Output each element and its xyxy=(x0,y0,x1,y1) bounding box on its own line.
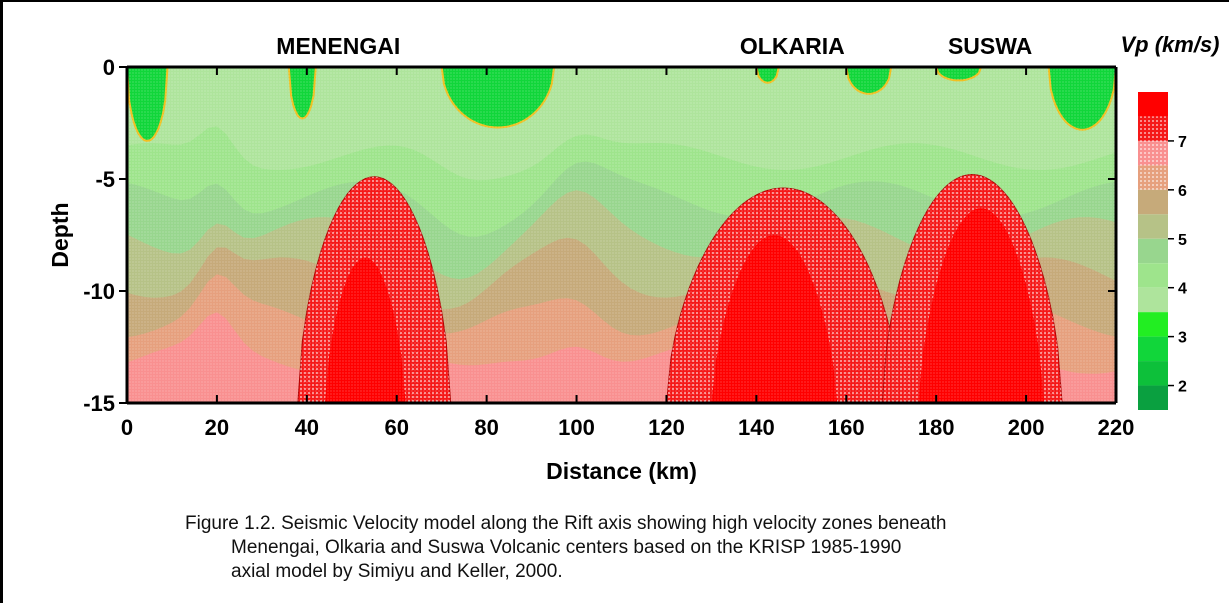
x-tick-label: 180 xyxy=(918,415,955,440)
y-tick-label: 0 xyxy=(103,55,115,80)
colorbar-swatch xyxy=(1138,189,1168,215)
caption-line-3: axial model by Simiyu and Keller, 2000. xyxy=(231,561,563,582)
colorbar-swatch xyxy=(1138,214,1168,239)
x-tick-label: 100 xyxy=(558,415,595,440)
colorbar-stipple xyxy=(1138,116,1168,141)
x-tick-label: 20 xyxy=(205,415,229,440)
y-axis-label: Depth xyxy=(47,202,73,267)
colorbar-tick-label: 4 xyxy=(1178,281,1187,298)
x-axis-label: Distance (km) xyxy=(546,458,697,484)
x-tick-label: 200 xyxy=(1008,415,1045,440)
colorbar-tick-label: 5 xyxy=(1178,232,1187,249)
colorbar-stipple xyxy=(1138,165,1168,190)
colorbar-swatch xyxy=(1138,336,1168,362)
colorbar-tick-label: 7 xyxy=(1178,134,1187,151)
colorbar-swatch xyxy=(1138,312,1168,337)
caption-line-1: Figure 1.2. Seismic Velocity model along… xyxy=(185,513,947,534)
colorbar-tick-label: 6 xyxy=(1178,183,1187,200)
colorbar-tick-label: 3 xyxy=(1178,330,1187,347)
x-tick-label: 160 xyxy=(828,415,865,440)
velocity-model-chart: 0 20 40 60 80 100 120 140 160 180 200 220 0 -5 -10 -15 D… xyxy=(47,32,1220,484)
y-tick-label: -15 xyxy=(83,391,115,416)
y-tick-label: -5 xyxy=(95,167,115,192)
axes xyxy=(119,65,1118,405)
colorbar-title: Vp (km/s) xyxy=(1120,32,1219,57)
colorbar-swatch xyxy=(1138,238,1168,264)
x-tick-label: 220 xyxy=(1098,415,1135,440)
volcano-label-suswa: SUSWA xyxy=(948,33,1032,59)
colorbar-swatch xyxy=(1138,361,1168,386)
x-tick-label: 60 xyxy=(384,415,408,440)
x-tick-label: 40 xyxy=(295,415,319,440)
colorbar-swatch xyxy=(1138,287,1168,313)
colorbar xyxy=(1138,92,1174,410)
caption-line-2: Menengai, Olkaria and Suswa Volcanic cen… xyxy=(231,537,902,558)
colorbar-stipple xyxy=(1138,140,1168,166)
colorbar-tick-label: 2 xyxy=(1178,379,1187,396)
colorbar-swatch xyxy=(1138,92,1168,117)
y-tick-label: -10 xyxy=(83,279,115,304)
x-tick-label: 120 xyxy=(648,415,685,440)
x-tick-label: 80 xyxy=(474,415,498,440)
x-tick-label: 140 xyxy=(738,415,775,440)
volcano-label-olkaria: OLKARIA xyxy=(740,33,845,59)
x-tick-label: 0 xyxy=(121,415,133,440)
velocity-contour-field xyxy=(127,67,1116,403)
colorbar-swatch xyxy=(1138,263,1168,288)
figure-caption: Figure 1.2. Seismic Velocity model along… xyxy=(185,512,1185,584)
volcano-label-menengai: MENENGAI xyxy=(276,33,400,59)
colorbar-swatch xyxy=(1138,385,1168,410)
